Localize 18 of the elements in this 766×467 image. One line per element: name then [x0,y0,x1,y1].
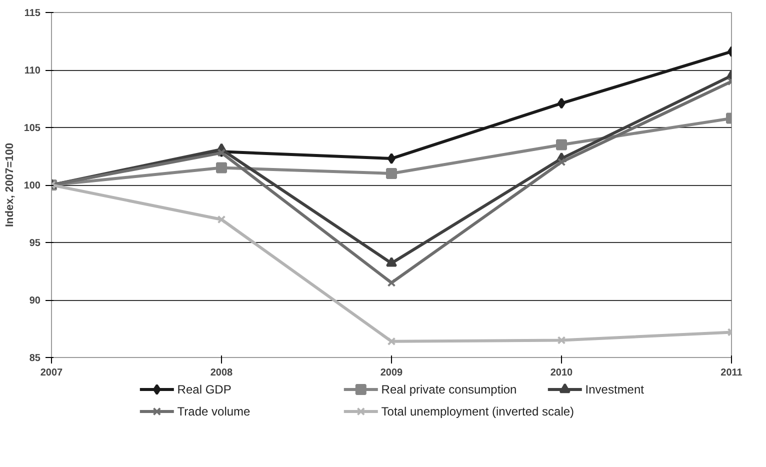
y-tick-label: 90 [29,296,41,306]
y-tick-label: 115 [24,8,41,19]
x-tick-label: 2009 [380,368,404,378]
x-tick-label: 2010 [550,368,574,378]
legend-label: Investment [585,382,645,396]
legend-label: Total unemployment (inverted scale) [381,404,574,418]
x-tick-label: 2011 [720,368,743,378]
y-tick-label: 100 [24,180,41,192]
y-axis-title: Index, 2007=100 [4,142,16,228]
x-tick-label: 2008 [210,368,234,378]
legend-label: Real private consumption [381,382,517,396]
legend-label: Trade volume [177,404,251,418]
x-tick-label: 2007 [40,368,64,378]
y-tick-label: 95 [29,238,41,249]
legend-label: Real GDP [177,382,232,396]
y-tick-label: 110 [24,66,41,76]
y-tick-label: 85 [29,353,41,364]
y-tick-label: 105 [24,123,41,134]
